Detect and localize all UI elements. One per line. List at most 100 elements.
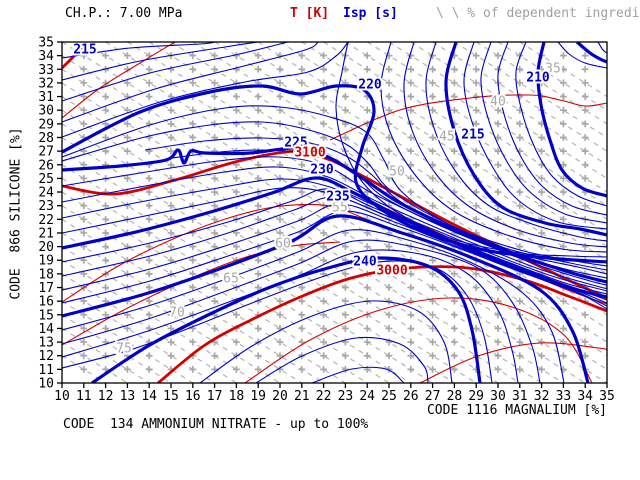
y-tick-32: 32 [38,76,54,91]
temperature-label-3000: 3000 [376,264,407,279]
x-tick-23: 23 [338,389,354,404]
isp-label-210: 210 [526,71,550,86]
isp-contour-205 [575,42,607,64]
isp-contour-232 [62,196,607,304]
y-tick-19: 19 [38,254,54,269]
y-tick-11: 11 [38,363,54,378]
x-tick-33: 33 [556,389,572,404]
y-tick-22: 22 [38,213,54,228]
temperature-contour-2800 [419,342,607,383]
isp-contour-231 [62,188,607,301]
x-tick-28: 28 [447,389,463,404]
isp-contour-240 [91,256,482,383]
isp-label-215: 215 [73,43,96,58]
isp-contour-216 [425,42,607,242]
isp-contour-216 [62,42,259,81]
temperature-contour-3200 [329,94,607,141]
x-tick-12: 12 [98,389,114,404]
y-tick-12: 12 [38,349,54,364]
x-tick-11: 11 [76,389,92,404]
isp-contour-219 [335,42,607,258]
isp-label-225: 225 [284,136,307,151]
an-percent-label-45: 45 [439,130,455,145]
y-tick-16: 16 [38,295,54,310]
isp-contour-237 [62,239,541,383]
isp-contour-241 [199,300,453,383]
isp-contour-222 [62,121,607,271]
y-tick-31: 31 [38,90,54,105]
x-tick-19: 19 [250,389,266,404]
isp-contour-218 [62,42,319,123]
x-axis-title: CODE 1116 MAGNALIUM [%] [426,403,607,418]
x-tick-34: 34 [577,389,593,404]
isp-contour-228 [62,178,607,292]
isp-legend-label: Isp [s] [343,6,398,21]
x-tick-30: 30 [490,389,506,404]
axis-ticks [57,41,608,388]
x-tick-13: 13 [120,389,136,404]
an-percent-label-60: 60 [275,237,291,252]
isp-label-220: 220 [358,78,382,93]
x-tick-24: 24 [359,389,375,404]
isp-contour-204 [597,42,607,54]
dependent-ingredient-note: CODE 134 AMMONIUM NITRATE - up to 100% [63,417,369,432]
an-percent-label-65: 65 [223,272,239,287]
x-tick-14: 14 [141,389,157,404]
y-tick-18: 18 [38,267,54,282]
x-tick-22: 22 [316,389,332,404]
isp-contour-212 [497,42,607,216]
isp-label-230: 230 [310,163,334,178]
isp-contour-213 [480,42,607,224]
y-tick-29: 29 [38,117,54,132]
isp-contour-221 [62,105,607,267]
y-tick-30: 30 [38,104,54,119]
y-tick-33: 33 [38,63,54,78]
y-tick-25: 25 [38,172,54,187]
temperature-label-3100: 3100 [294,146,325,161]
y-tick-17: 17 [38,281,54,296]
isp-contour-233 [62,203,607,307]
isp-contour-215 [444,42,607,237]
x-tick-32: 32 [534,389,550,404]
isp-contour-227 [62,166,607,290]
x-tick-15: 15 [163,389,179,404]
y-tick-13: 13 [38,336,54,351]
isp-contour-217 [62,42,289,102]
isp-contour-215 [62,42,216,59]
x-tick-35: 35 [599,389,615,404]
isp-contour-242 [255,336,429,383]
y-tick-10: 10 [38,377,54,392]
dependent-ingredient-legend-label: \ \ % of dependent ingredient [436,6,640,21]
x-tick-27: 27 [425,389,441,404]
x-tick-18: 18 [229,389,245,404]
temperature-contour-3100 [62,149,607,300]
temperature-contour-3150 [62,42,176,119]
x-tick-26: 26 [403,389,419,404]
dependent-ingredient-labels: 35 40 45 50 55 60 65 70 75 [114,60,563,359]
x-tick-29: 29 [468,389,484,404]
isp-contour-217 [403,42,607,248]
isp-contour-219 [62,42,349,138]
temperature-contour-2850 [62,241,341,346]
y-tick-34: 34 [38,49,54,64]
isp-contour-238 [62,249,519,383]
isp-contour-207 [557,42,607,69]
an-percent-label-70: 70 [169,306,185,321]
isp-label-240: 240 [353,255,377,270]
isp-contour-239 [62,260,493,383]
isp-contour-210 [536,42,607,198]
x-tick-17: 17 [207,389,223,404]
temperature-legend-label: T [K] [290,6,330,21]
y-tick-14: 14 [38,322,54,337]
isp-contour-243 [311,366,405,383]
an-percent-label-40: 40 [490,95,506,110]
isp-contour-234 [62,210,607,310]
x-tick-31: 31 [512,389,528,404]
y-tick-15: 15 [38,308,54,323]
y-tick-23: 23 [38,199,54,214]
isp-contour-218 [380,42,607,253]
isp-contour-214 [463,42,607,230]
x-tick-16: 16 [185,389,201,404]
